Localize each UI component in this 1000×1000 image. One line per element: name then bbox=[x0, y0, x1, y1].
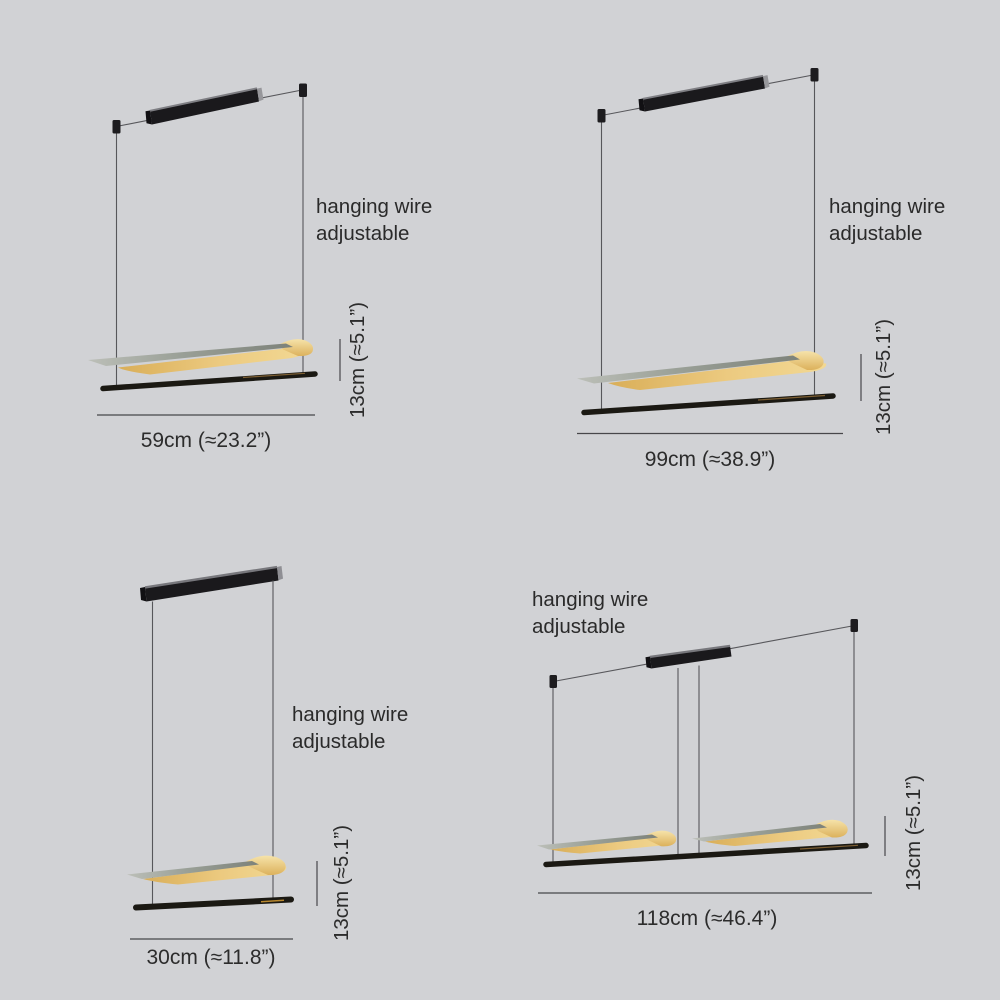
lamp-body-rod bbox=[581, 393, 836, 416]
hanging-wire-note-59cm: hanging wire adjustable bbox=[316, 195, 433, 245]
lamp-body-rod bbox=[133, 896, 294, 911]
ceiling-anchor bbox=[112, 120, 121, 134]
height-label-59cm: 13cm (≈5.1”) bbox=[346, 301, 369, 419]
ceiling-canopy-bar bbox=[645, 644, 732, 669]
height-label-99cm: 13cm (≈5.1”) bbox=[872, 318, 895, 436]
ceiling-anchor bbox=[299, 83, 307, 97]
ceiling-canopy-bar bbox=[638, 74, 770, 112]
shade-plate bbox=[577, 355, 800, 384]
lamp-figure-118cm bbox=[537, 619, 886, 894]
shade-plate bbox=[692, 824, 827, 842]
lamp-shade bbox=[692, 819, 848, 846]
shade-plate bbox=[88, 343, 293, 366]
width-label-99cm: 99cm (≈38.9”) bbox=[644, 448, 776, 471]
hanging-wire-note-99cm: hanging wire adjustable bbox=[829, 195, 946, 245]
width-label-118cm: 118cm (≈46.4”) bbox=[636, 907, 778, 930]
shade-curl bbox=[244, 855, 286, 876]
lamp-figure-30cm bbox=[127, 565, 318, 940]
lamp-body-rod bbox=[100, 371, 318, 392]
lamp-shade bbox=[537, 830, 677, 854]
shade-curl bbox=[279, 339, 314, 357]
ceiling-canopy-bar bbox=[140, 565, 283, 602]
ceiling-anchor bbox=[810, 68, 819, 82]
hanging-wire-note-118cm: hanging wire adjustable bbox=[532, 588, 649, 638]
lamp-shade bbox=[88, 339, 314, 375]
lamp-figure-59cm bbox=[88, 83, 341, 416]
ceiling-canopy-bar bbox=[145, 87, 264, 125]
ceiling-anchor bbox=[850, 619, 858, 632]
lamp-shade bbox=[127, 855, 287, 885]
lamp-body-rod bbox=[543, 842, 869, 868]
width-label-59cm: 59cm (≈23.2”) bbox=[140, 429, 272, 452]
height-label-30cm: 13cm (≈5.1”) bbox=[330, 824, 353, 942]
shade-plate bbox=[537, 834, 658, 850]
ceiling-anchor bbox=[597, 109, 606, 123]
shade-curl bbox=[786, 351, 824, 371]
lamp-figure-99cm bbox=[577, 68, 862, 435]
height-label-118cm: 13cm (≈5.1”) bbox=[902, 774, 925, 892]
ceiling-anchor bbox=[549, 675, 557, 688]
width-label-30cm: 30cm (≈11.8”) bbox=[146, 946, 276, 969]
hanging-wire-note-30cm: hanging wire adjustable bbox=[292, 703, 409, 753]
shade-curl bbox=[814, 819, 848, 838]
lamp-shade bbox=[577, 351, 827, 390]
shade-plate bbox=[127, 861, 259, 879]
